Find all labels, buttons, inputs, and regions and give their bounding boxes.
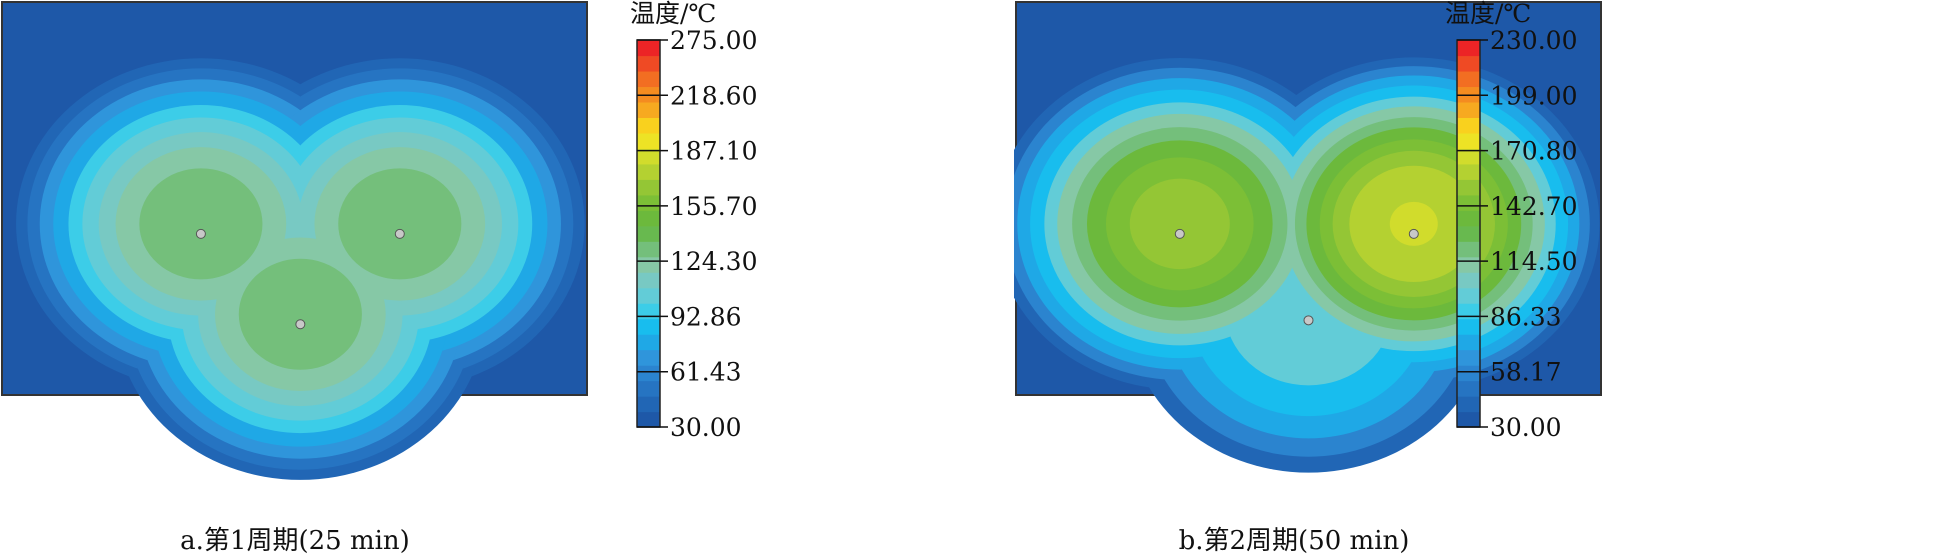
heatmap-a-sources xyxy=(195,228,405,330)
colorbar-tick-label: 30.00 xyxy=(1490,413,1562,442)
colorbar-step xyxy=(1457,334,1480,351)
colorbar-step xyxy=(637,179,660,196)
colorbar-a-ticks: 275.00 218.60 187.10 155.70 124.30 92.86 61.43… xyxy=(637,26,757,442)
colorbar-tick-label: 61.43 xyxy=(670,358,742,387)
colorbar-tick-label: 142.70 xyxy=(1490,192,1577,221)
colorbar-step xyxy=(637,163,660,180)
heat-source-point xyxy=(295,319,306,330)
colorbar-step xyxy=(1457,163,1480,180)
contour-band xyxy=(338,168,462,280)
colorbar-tick-label: 124.30 xyxy=(670,247,757,276)
caption-b: b.第2周期(50 min) xyxy=(1178,526,1410,556)
colorbar-step xyxy=(1457,179,1480,196)
colorbar-step xyxy=(637,303,660,320)
colorbar-step xyxy=(637,411,660,428)
colorbar-step xyxy=(1457,55,1480,72)
contour-band xyxy=(1389,201,1438,246)
colorbar-step xyxy=(637,380,660,397)
colorbar-step xyxy=(1457,86,1480,103)
colorbar-step xyxy=(1457,70,1480,88)
heat-source-point xyxy=(1408,228,1419,239)
colorbar-step xyxy=(1457,396,1480,413)
colorbar-step xyxy=(637,86,660,103)
colorbar-step xyxy=(1457,272,1480,289)
colorbar-step xyxy=(1457,101,1480,118)
colorbar-tick-label: 170.80 xyxy=(1490,137,1577,166)
colorbar-step xyxy=(1457,287,1480,304)
contour-band xyxy=(238,258,362,370)
colorbar-step xyxy=(637,365,660,382)
colorbar-tick-label: 92.86 xyxy=(670,302,742,331)
heat-source-point xyxy=(394,228,405,239)
heat-source-point xyxy=(195,228,206,239)
colorbar-step xyxy=(637,40,660,57)
colorbar-step xyxy=(637,70,660,88)
colorbar-tick-label: 155.70 xyxy=(670,192,757,221)
colorbar-step xyxy=(1457,411,1480,428)
panel-b: 温度/℃ 230.00 199.00 170.80 142.70 114.50 86.33… xyxy=(1014,0,1946,556)
colorbar-step xyxy=(637,256,660,273)
heatmap-b-sources xyxy=(1174,228,1419,326)
colorbar-step xyxy=(1457,148,1480,165)
colorbar-b: 温度/℃ 230.00 199.00 170.80 142.70 114.50 86.33… xyxy=(1445,0,1577,442)
colorbar-step xyxy=(1457,380,1480,397)
colorbar-step xyxy=(637,225,660,242)
colorbar-step xyxy=(1457,318,1480,335)
heatmap-a-contours xyxy=(16,58,585,480)
colorbar-tick-label: 187.10 xyxy=(670,137,757,166)
caption-a: a.第1周期(25 min) xyxy=(180,526,410,556)
colorbar-step xyxy=(637,55,660,72)
colorbar-step xyxy=(637,318,660,335)
colorbar-step xyxy=(1457,194,1480,211)
colorbar-step xyxy=(1457,303,1480,320)
colorbar-step xyxy=(637,210,660,227)
colorbar-tick-label: 199.00 xyxy=(1490,81,1577,110)
colorbar-step xyxy=(637,396,660,413)
panel-a: 温度/℃ 275.00 218.60 187.10 155.70 124.30 92.86… xyxy=(0,0,973,556)
heat-source-point xyxy=(1174,228,1185,239)
colorbar-step xyxy=(637,334,660,351)
colorbar-b-ticks: 230.00 199.00 170.80 142.70 114.50 86.33 58.17… xyxy=(1457,26,1577,442)
colorbar-a: 温度/℃ 275.00 218.60 187.10 155.70 124.30 92.86… xyxy=(630,0,757,442)
heat-source-point xyxy=(1303,315,1314,326)
colorbar-tick-label: 30.00 xyxy=(670,413,742,442)
colorbar-step xyxy=(1457,117,1480,134)
colorbar-step xyxy=(1457,349,1480,366)
colorbar-tick-label: 58.17 xyxy=(1490,358,1562,387)
colorbar-step xyxy=(1457,256,1480,273)
colorbar-step xyxy=(1457,241,1480,258)
colorbar-b-steps xyxy=(1456,39,1481,428)
colorbar-a-title: 温度/℃ xyxy=(630,0,716,28)
colorbar-step xyxy=(637,101,660,118)
colorbar-step xyxy=(1457,365,1480,382)
colorbar-a-steps xyxy=(636,39,661,428)
colorbar-step xyxy=(637,132,660,149)
colorbar-tick-label: 230.00 xyxy=(1490,26,1577,55)
colorbar-step xyxy=(1457,210,1480,227)
colorbar-step xyxy=(1457,132,1480,149)
colorbar-step xyxy=(1457,40,1480,57)
colorbar-step xyxy=(1457,225,1480,242)
colorbar-step xyxy=(637,117,660,134)
colorbar-tick-label: 114.50 xyxy=(1490,247,1577,276)
colorbar-step xyxy=(637,287,660,304)
heatmap-a xyxy=(1,1,588,480)
colorbar-step xyxy=(637,349,660,366)
colorbar-step xyxy=(637,148,660,165)
colorbar-step xyxy=(637,241,660,258)
colorbar-tick-label: 275.00 xyxy=(670,26,757,55)
colorbar-step xyxy=(637,194,660,211)
colorbar-step xyxy=(637,272,660,289)
colorbar-tick-label: 218.60 xyxy=(670,81,757,110)
contour-band xyxy=(139,168,263,280)
colorbar-tick-label: 86.33 xyxy=(1490,302,1562,331)
contour-band xyxy=(1129,178,1230,270)
colorbar-b-title: 温度/℃ xyxy=(1445,0,1531,28)
